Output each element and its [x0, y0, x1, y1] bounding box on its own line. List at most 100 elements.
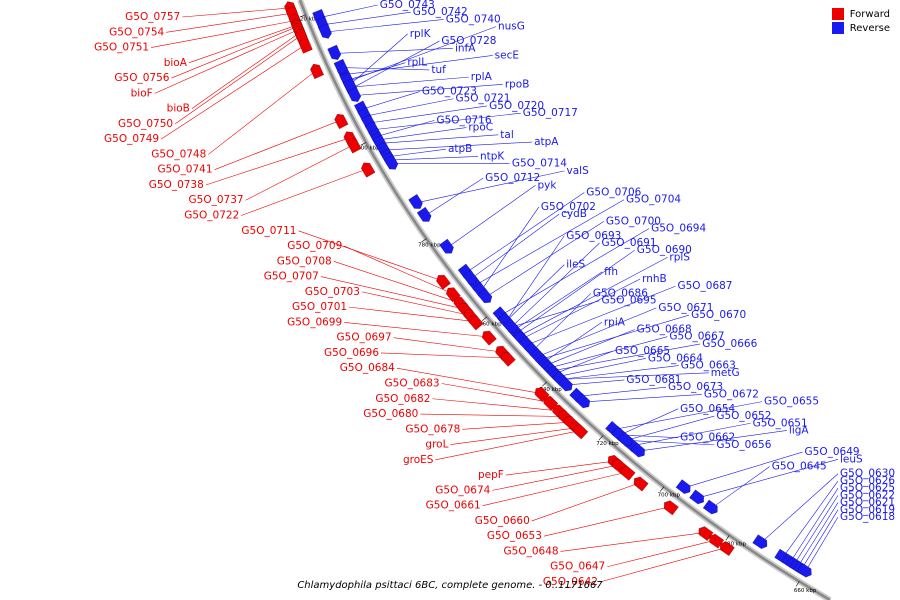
reverse-gene-arrow[interactable]	[575, 393, 590, 409]
gene-label[interactable]: ntpK	[480, 150, 505, 162]
gene-label[interactable]: G5O_0671	[658, 302, 713, 314]
gene-label[interactable]: G5O_0655	[764, 396, 819, 408]
reverse-gene-arrow[interactable]	[439, 238, 454, 254]
gene-label[interactable]: groES	[403, 454, 434, 466]
gene-label[interactable]: G5O_0654	[680, 403, 735, 415]
forward-gene-arrow[interactable]	[334, 114, 349, 129]
gene-label[interactable]: valS	[567, 165, 590, 177]
gene-label[interactable]: leuS	[840, 453, 863, 465]
gene-label[interactable]: G5O_0687	[677, 280, 732, 292]
reverse-gene-arrow[interactable]	[347, 86, 361, 102]
gene-label[interactable]: G5O_0751	[94, 42, 149, 54]
gene-label[interactable]: rnhB	[642, 273, 667, 285]
gene-label[interactable]: G5O_0704	[626, 194, 681, 206]
gene-label[interactable]: G5O_0708	[277, 255, 332, 267]
gene-label[interactable]: nusG	[498, 21, 525, 33]
gene-label[interactable]: G5O_0618	[840, 511, 895, 523]
gene-label[interactable]: G5O_0717	[523, 107, 578, 119]
gene-label[interactable]: rplS	[669, 251, 690, 263]
gene-label[interactable]: groL	[425, 439, 448, 451]
gene-label[interactable]: G5O_0663	[681, 360, 736, 372]
gene-label[interactable]: G5O_0756	[114, 72, 169, 84]
gene-label[interactable]: G5O_0711	[241, 225, 296, 237]
gene-label[interactable]: pyk	[538, 179, 558, 191]
gene-label[interactable]: G5O_0742	[413, 6, 468, 18]
gene-label[interactable]: G5O_0749	[104, 133, 159, 145]
gene-label[interactable]: G5O_0645	[772, 461, 827, 473]
gene-label[interactable]: G5O_0678	[405, 423, 460, 435]
reverse-gene-arrow[interactable]	[675, 479, 691, 494]
gene-label[interactable]: G5O_0621	[840, 497, 895, 509]
gene-label[interactable]: G5O_0697	[337, 332, 392, 344]
reverse-gene-arrow[interactable]	[557, 376, 573, 392]
reverse-gene-arrow[interactable]	[416, 207, 432, 222]
gene-label[interactable]: tal	[500, 129, 513, 141]
gene-label[interactable]: G5O_0670	[691, 309, 746, 321]
gene-label[interactable]: ileS	[566, 259, 585, 271]
gene-label[interactable]: G5O_0723	[422, 86, 477, 98]
gene-label[interactable]: bioF	[131, 87, 153, 99]
gene-label[interactable]: G5O_0666	[702, 338, 757, 350]
gene-label[interactable]: G5O_0673	[668, 381, 723, 393]
forward-gene-arrow[interactable]	[720, 541, 735, 556]
gene-label[interactable]: G5O_0681	[626, 374, 681, 386]
forward-gene-arrow[interactable]	[361, 162, 376, 178]
reverse-gene-arrow[interactable]	[327, 44, 342, 60]
forward-gene-arrow[interactable]	[663, 500, 679, 516]
gene-label[interactable]: G5O_0622	[840, 489, 895, 501]
gene-label[interactable]: rplA	[471, 71, 493, 83]
gene-label[interactable]: cydB	[561, 208, 587, 220]
gene-label[interactable]: G5O_0684	[340, 362, 395, 374]
gene-label[interactable]: G5O_0699	[287, 316, 342, 328]
gene-label[interactable]: G5O_0700	[606, 215, 661, 227]
gene-label[interactable]: G5O_0662	[680, 432, 735, 444]
forward-gene-arrow[interactable]	[481, 330, 497, 346]
gene-label[interactable]: G5O_0619	[840, 504, 895, 516]
gene-label[interactable]: G5O_0750	[118, 118, 173, 130]
forward-gene-arrow[interactable]	[310, 63, 324, 80]
gene-label[interactable]: rplL	[407, 57, 427, 69]
forward-gene-arrow[interactable]	[347, 138, 362, 154]
reverse-gene-arrow[interactable]	[617, 431, 633, 447]
gene-label[interactable]: G5O_0748	[151, 148, 206, 160]
gene-label[interactable]: G5O_0743	[380, 0, 435, 11]
gene-label[interactable]: G5O_0651	[753, 417, 808, 429]
reverse-gene-arrow[interactable]	[796, 563, 812, 578]
reverse-gene-arrow[interactable]	[408, 194, 423, 209]
gene-label[interactable]: rplK	[410, 28, 432, 40]
gene-label[interactable]: G5O_0674	[435, 484, 490, 496]
forward-gene-arrow[interactable]	[436, 274, 451, 290]
gene-label[interactable]: G5O_0728	[441, 35, 496, 47]
gene-label[interactable]: G5O_0695	[601, 295, 656, 307]
gene-label[interactable]: G5O_0738	[149, 179, 204, 191]
gene-label[interactable]: G5O_0703	[305, 286, 360, 298]
gene-label[interactable]: G5O_0706	[586, 186, 641, 198]
gene-label[interactable]: G5O_0722	[184, 210, 239, 222]
gene-label[interactable]: ligA	[789, 424, 809, 436]
gene-label[interactable]: G5O_0647	[550, 561, 605, 573]
gene-label[interactable]: G5O_0694	[651, 223, 706, 235]
gene-label[interactable]: G5O_0690	[637, 244, 692, 256]
gene-label[interactable]: G5O_0740	[446, 13, 501, 25]
gene-label[interactable]: G5O_0642	[543, 576, 598, 588]
gene-label[interactable]: G5O_0754	[109, 26, 164, 38]
reverse-gene-arrow[interactable]	[689, 489, 704, 505]
gene-label[interactable]: tuf	[431, 64, 446, 76]
gene-label[interactable]: G5O_0714	[512, 158, 567, 170]
reverse-gene-arrow[interactable]	[477, 288, 493, 304]
forward-gene-arrow[interactable]	[633, 476, 649, 492]
gene-label[interactable]: G5O_0656	[716, 439, 771, 451]
gene-label[interactable]: G5O_0757	[125, 11, 180, 23]
gene-label[interactable]: G5O_0683	[385, 377, 440, 389]
gene-label[interactable]: G5O_0720	[489, 100, 544, 112]
gene-label[interactable]: infA	[455, 42, 476, 54]
gene-label[interactable]: G5O_0702	[541, 201, 596, 213]
gene-label[interactable]: G5O_0664	[648, 352, 703, 364]
gene-label[interactable]: G5O_0660	[475, 515, 530, 527]
gene-label[interactable]: rpiA	[604, 316, 626, 328]
forward-gene-arrow[interactable]	[299, 38, 313, 54]
forward-gene-arrow[interactable]	[573, 424, 589, 440]
gene-label[interactable]: pepF	[478, 469, 504, 481]
gene-label[interactable]: G5O_0653	[487, 530, 542, 542]
gene-label[interactable]: G5O_0649	[805, 446, 860, 458]
